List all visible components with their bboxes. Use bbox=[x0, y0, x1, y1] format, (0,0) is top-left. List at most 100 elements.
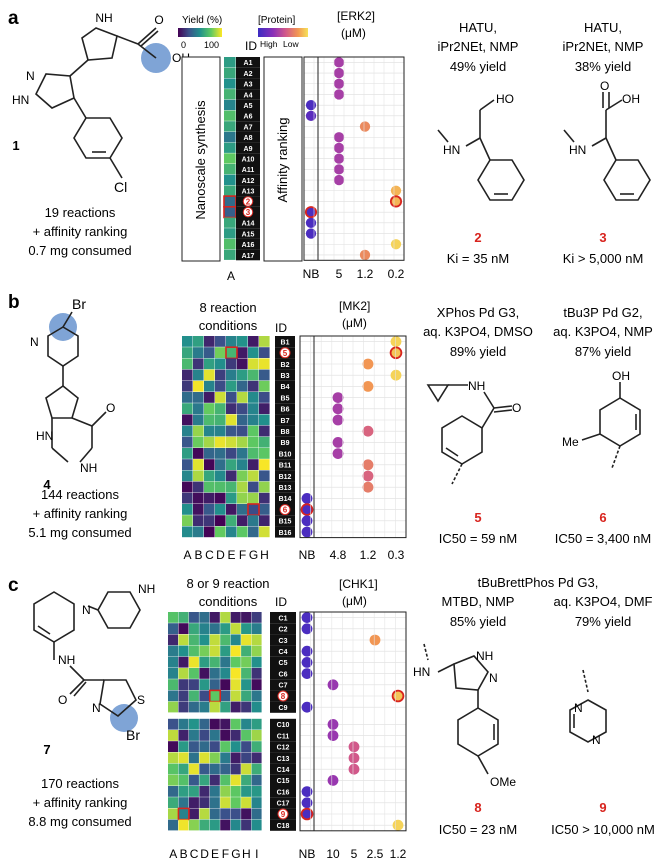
heatmap-col-label: I bbox=[255, 847, 258, 861]
heatmap-cell bbox=[193, 336, 204, 347]
pyrimidine-n1-label: N bbox=[574, 701, 583, 715]
heatmap-cell bbox=[220, 718, 231, 730]
heatmap-cell bbox=[178, 741, 189, 752]
hit-id-circle bbox=[279, 347, 291, 359]
scatter-point bbox=[362, 381, 374, 392]
heatmap-cell bbox=[178, 797, 189, 808]
heatmap-cell bbox=[248, 414, 259, 426]
id-cell bbox=[236, 142, 260, 154]
heatmap-cell bbox=[220, 741, 231, 752]
heatmap-cell bbox=[204, 403, 215, 414]
heatmap-cell bbox=[209, 718, 220, 730]
heatmap-cell bbox=[199, 774, 210, 786]
condition-a1-line1: HATU, bbox=[459, 20, 497, 35]
heatmap-cell bbox=[259, 504, 270, 515]
substituent-br-label-c: Br bbox=[126, 727, 140, 743]
x-tick-label: NB bbox=[303, 267, 320, 281]
heatmap-cell bbox=[182, 515, 193, 526]
heatmap-cell bbox=[251, 752, 262, 764]
id-label: A15 bbox=[242, 231, 255, 238]
id-label: A8 bbox=[244, 135, 253, 142]
heatmap-cell bbox=[204, 369, 215, 381]
heatmap-cell bbox=[199, 656, 210, 668]
heatmap-cell bbox=[168, 690, 179, 702]
x-tick-label: 5 bbox=[351, 847, 358, 861]
id-cell bbox=[270, 645, 296, 657]
hit-id-label: 5 bbox=[283, 349, 288, 358]
heatmap-cell bbox=[215, 358, 226, 370]
heatmap-cell bbox=[224, 110, 236, 121]
heatmap-cell bbox=[224, 78, 236, 89]
heatmap-cell bbox=[182, 492, 193, 504]
x-tick-label: 10 bbox=[326, 847, 340, 861]
scatter-point bbox=[390, 336, 402, 347]
heatmap-cell bbox=[178, 701, 189, 713]
summary-c-line-2: + affinity ranking bbox=[33, 795, 128, 810]
heatmap-cell bbox=[230, 623, 241, 634]
nh-amide-label-7: NH bbox=[58, 653, 75, 667]
heatmap-cell bbox=[237, 392, 248, 403]
heatmap-cell bbox=[224, 131, 236, 143]
heatmap-cell bbox=[251, 797, 262, 808]
id-label: B14 bbox=[279, 496, 292, 503]
heatmap-cell bbox=[178, 752, 189, 764]
scatter-point bbox=[301, 623, 313, 635]
heatmap-cell bbox=[237, 414, 248, 426]
heatmap-cell bbox=[241, 741, 252, 752]
summary-c-line-1: 170 reactions bbox=[41, 776, 120, 791]
heatmap-cell bbox=[241, 797, 252, 808]
hn-label: HN bbox=[12, 93, 29, 107]
heatmap-cell bbox=[204, 392, 215, 403]
heatmap-cell bbox=[204, 436, 215, 448]
id-cell bbox=[270, 741, 296, 753]
id-label: C13 bbox=[277, 756, 290, 763]
compound-number-4: 4 bbox=[43, 477, 51, 492]
heatmap-cell bbox=[259, 526, 270, 538]
heatmap-cell bbox=[209, 623, 220, 634]
hit-id-circle bbox=[279, 504, 291, 516]
heatmap-cell bbox=[241, 634, 252, 646]
id-cell bbox=[270, 819, 296, 831]
heatmap-cell bbox=[224, 99, 236, 111]
id-header-c: ID bbox=[275, 595, 287, 609]
heatmap-cell bbox=[188, 623, 199, 634]
heatmap-cell bbox=[204, 380, 215, 392]
scatter-point bbox=[362, 481, 374, 493]
heatmap-cell bbox=[251, 730, 262, 741]
heatmap-cell bbox=[204, 448, 215, 459]
compound-3-structure bbox=[563, 92, 651, 201]
heatmap-cell bbox=[230, 752, 241, 764]
heatmap-cell bbox=[259, 347, 270, 358]
heatmap-cell bbox=[226, 526, 237, 538]
id-label: C7 bbox=[279, 683, 288, 690]
heatmap-cell bbox=[178, 786, 189, 797]
id-cell bbox=[270, 634, 296, 646]
scatter-point bbox=[389, 346, 403, 360]
heatmap-cell bbox=[237, 481, 248, 493]
heatmap-cell bbox=[259, 515, 270, 526]
heatmap-col-label: A bbox=[183, 548, 191, 562]
id-label: A13 bbox=[242, 189, 255, 196]
heatmap-cell bbox=[220, 808, 231, 820]
heatmap-cell bbox=[226, 459, 237, 470]
heatmap-cell bbox=[237, 492, 248, 504]
scatter-point bbox=[305, 100, 317, 111]
panel-b: b Br N HN O NH 4 144 reactions + affinit… bbox=[8, 292, 653, 562]
x-ticks-a: NB 5 1.2 0.2 bbox=[303, 267, 405, 281]
heatmap-cell bbox=[209, 656, 220, 668]
heatmap-cell bbox=[199, 808, 210, 820]
id-cell bbox=[270, 730, 296, 742]
heatmap-cell bbox=[168, 612, 179, 623]
x-tick-label: 5 bbox=[336, 267, 343, 281]
protein-legend-low: Low bbox=[283, 39, 299, 49]
scatter-point bbox=[300, 503, 314, 516]
heatmap-cell bbox=[178, 690, 189, 702]
heatmap-cell bbox=[230, 763, 241, 775]
compound-number-3: 3 bbox=[599, 230, 606, 245]
scatter-point bbox=[301, 645, 313, 657]
scatter-point bbox=[305, 228, 317, 239]
heatmap-cell bbox=[204, 425, 215, 437]
heatmap-cell bbox=[230, 612, 241, 623]
heatmap-cell bbox=[204, 492, 215, 504]
heatmap-cell bbox=[188, 634, 199, 646]
